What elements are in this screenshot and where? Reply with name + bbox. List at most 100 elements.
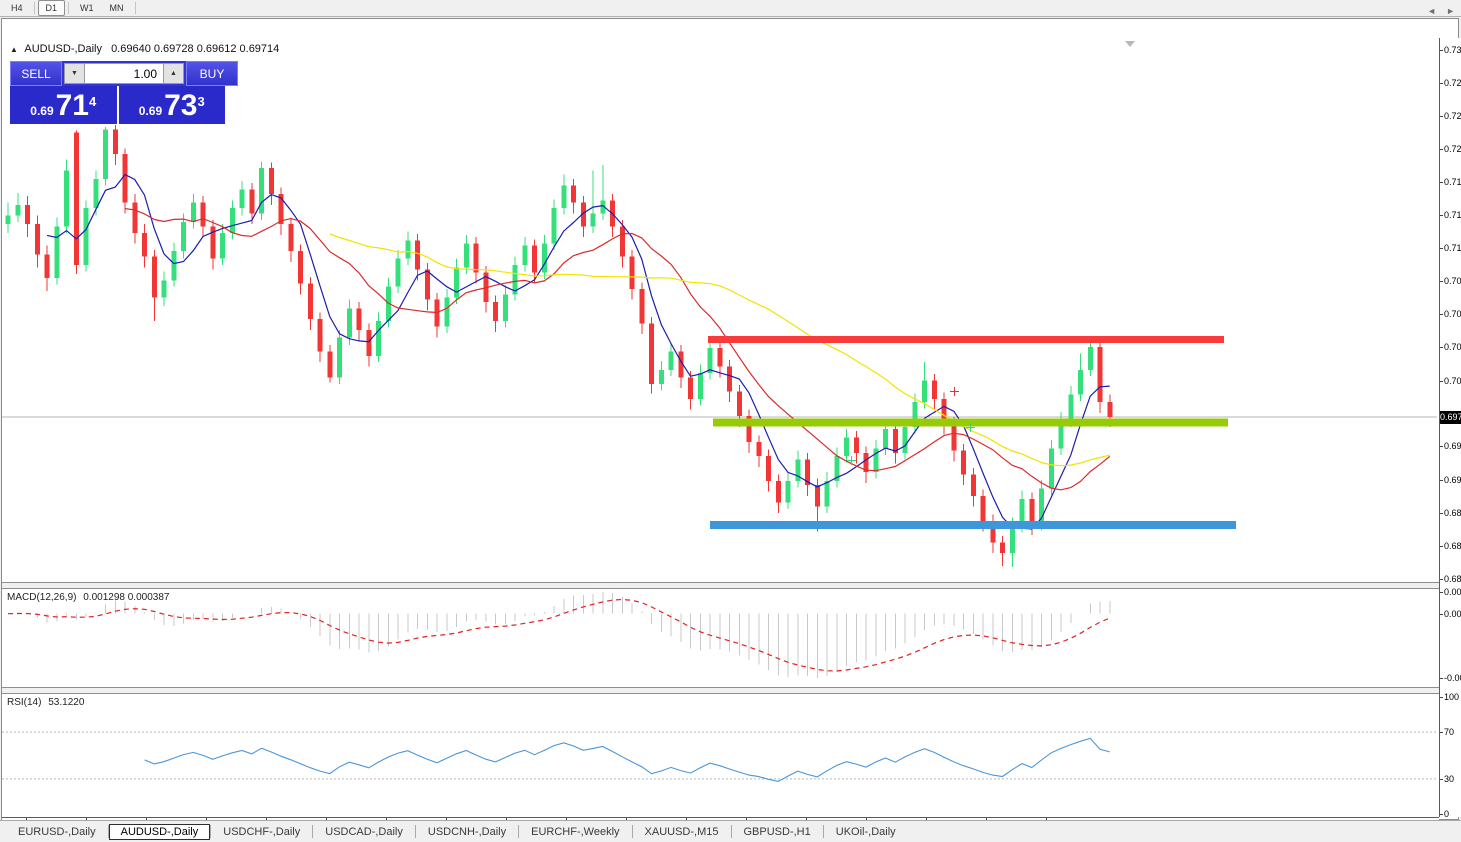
chart-title: ▲ AUDUSD-,Daily 0.69640 0.69728 0.69612 …	[10, 43, 279, 55]
macd-name: MACD(12,26,9)	[7, 592, 77, 603]
axis-tick-mark	[1440, 314, 1443, 316]
volume-input[interactable]	[85, 63, 163, 84]
date-tick-mark	[326, 818, 327, 821]
price-chart-panel[interactable]: ▲ AUDUSD-,Daily 0.69640 0.69728 0.69612 …	[2, 38, 1439, 582]
date-tick-mark	[446, 818, 447, 821]
axis-tick-mark	[1440, 82, 1443, 84]
axis-tick-label: 0.72810	[1444, 77, 1461, 88]
trade-marker-icon	[950, 387, 959, 396]
tab-separator	[518, 825, 520, 838]
date-tick-mark	[866, 818, 867, 821]
timeframe-button-mn[interactable]: MN	[109, 3, 124, 13]
price-axis[interactable]: 0.73115 0.72810 0.72505 0.72200 0.71890 0.715…	[1439, 38, 1461, 819]
axis-tick-label: 0.69440	[1444, 441, 1461, 452]
collapse-triangle-icon[interactable]: ▲	[10, 45, 18, 54]
buy-button[interactable]: BUY	[186, 61, 238, 86]
buy-price-main: 73	[164, 89, 198, 122]
rsi-name: RSI(14)	[7, 697, 42, 708]
date-tick-mark	[746, 818, 747, 821]
volume-decrease-button[interactable]: ▼	[64, 63, 85, 84]
sell-button[interactable]: SELL	[10, 61, 62, 86]
axis-tick-label: 0.002984	[1444, 587, 1461, 597]
macd-panel[interactable]: MACD(12,26,9) 0.001298 0.000387	[2, 589, 1439, 687]
toolbar-separator	[134, 2, 136, 14]
date-tick-mark	[566, 818, 567, 821]
sell-price-pip: 4	[89, 94, 97, 109]
axis-tick-mark	[1440, 380, 1443, 382]
date-tick-mark	[206, 818, 207, 821]
macd-label: MACD(12,26,9) 0.001298 0.000387	[7, 592, 169, 603]
chart-ohlc-values: 0.69640 0.69728 0.69612 0.69714	[111, 43, 280, 55]
current-price-tag: 0.69714	[1440, 410, 1461, 424]
axis-tick-label: 0.71280	[1444, 242, 1461, 253]
chart-tab-usdcad[interactable]: USDCAD-,Daily	[325, 825, 403, 838]
tab-scroll-right-icon[interactable]: ►	[1446, 6, 1455, 16]
tab-separator	[312, 825, 314, 838]
axis-tick-mark	[1440, 148, 1443, 150]
chart-tab-ukoil[interactable]: UKOil-,Daily	[835, 825, 896, 838]
axis-tick-label: 0	[1444, 809, 1450, 819]
axis-tick-mark	[1440, 678, 1443, 679]
timeframe-button-d1[interactable]: D1	[37, 0, 66, 16]
price-chart-canvas[interactable]	[2, 38, 1439, 582]
date-tick-mark	[386, 818, 387, 821]
one-click-trade-panel: SELL ▼ ▲ BUY 0.69 71 4 0.69	[10, 61, 238, 124]
axis-tick-mark	[1440, 182, 1443, 184]
timeframe-toolbar: H4 D1 W1 MN	[0, 0, 1461, 17]
timeframe-button-h4[interactable]: H4	[11, 3, 23, 13]
axis-tick-label: 0.72200	[1444, 143, 1461, 154]
date-tick-mark	[26, 818, 27, 821]
date-tick-mark	[266, 818, 267, 821]
date-tick-mark	[146, 818, 147, 821]
axis-tick-label: 0.70360	[1444, 342, 1461, 353]
rsi-label: RSI(14) 53.1220	[7, 697, 84, 708]
date-tick-mark	[86, 818, 87, 821]
buy-price-pip: 3	[197, 94, 205, 109]
axis-tick-label: 100	[1444, 692, 1460, 702]
rsi-panel[interactable]: RSI(14) 53.1220	[2, 694, 1439, 817]
tab-separator	[210, 825, 212, 838]
chart-tab-xauusd[interactable]: XAUUSD-,M15	[644, 825, 719, 838]
axis-tick-mark	[1440, 613, 1443, 615]
autoscroll-marker-icon[interactable]	[1125, 41, 1135, 47]
axis-tick-label: 0.73115	[1444, 45, 1461, 55]
chart-window: ▲ AUDUSD-,Daily 0.69640 0.69728 0.69612 …	[1, 18, 1461, 839]
date-tick-mark	[1046, 818, 1047, 821]
buy-price-prefix: 0.69	[138, 104, 163, 118]
date-tick-mark	[926, 818, 927, 821]
axis-tick-label: 0.71585	[1444, 210, 1461, 220]
date-tick-mark	[806, 818, 807, 821]
buy-price-display[interactable]: 0.69 73 3	[118, 86, 225, 124]
panel-divider[interactable]	[2, 582, 1461, 589]
macd-canvas[interactable]	[2, 589, 1439, 687]
tab-scroll-left-icon[interactable]: ◄	[1427, 6, 1437, 16]
axis-tick-mark	[1440, 814, 1443, 815]
tab-separator	[822, 825, 824, 838]
axis-tick-label: 0.68210	[1444, 574, 1461, 584]
toolbar-separator	[68, 2, 70, 14]
axis-tick-label: 30	[1444, 773, 1455, 784]
tab-separator	[414, 825, 416, 838]
volume-spinner: ▼ ▲	[62, 61, 186, 86]
tab-scroll-arrows: ◄ ►	[1427, 5, 1455, 17]
chart-tab-gbpusd[interactable]: GBPUSD-,H1	[743, 825, 811, 838]
chart-tab-eurusd[interactable]: EURUSD-,Daily	[18, 825, 96, 838]
chart-tab-usdchf[interactable]: USDCHF-,Daily	[223, 825, 301, 838]
axis-tick-mark	[1440, 247, 1443, 249]
axis-tick-mark	[1440, 778, 1443, 780]
axis-tick-label: 0.70050	[1444, 375, 1461, 386]
rsi-value: 53.1220	[48, 697, 85, 708]
axis-tick-mark	[1440, 50, 1443, 51]
rsi-canvas[interactable]	[2, 694, 1439, 817]
axis-tick-label: 0.72505	[1444, 110, 1461, 121]
chart-tab-bar: EURUSD-,Daily AUDUSD-,Daily USDCHF-,Daily U…	[0, 820, 1461, 842]
chart-tab-audusd[interactable]: AUDUSD-,Daily	[108, 823, 211, 840]
panel-divider[interactable]	[2, 687, 1461, 694]
sell-price-main: 71	[55, 89, 89, 122]
chart-tab-usdcnh[interactable]: USDCNH-,Daily	[427, 825, 507, 838]
sell-price-display[interactable]: 0.69 71 4	[10, 86, 117, 124]
axis-tick-mark	[1440, 512, 1443, 514]
timeframe-button-w1[interactable]: W1	[80, 3, 94, 13]
volume-increase-button[interactable]: ▲	[163, 63, 184, 84]
chart-tab-eurchf[interactable]: EURCHF-,Weekly	[531, 825, 620, 838]
